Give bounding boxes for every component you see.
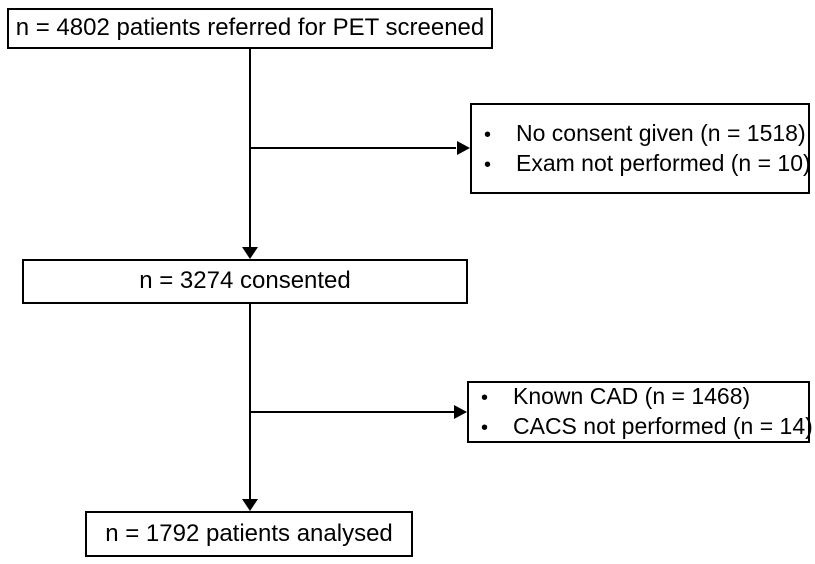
arrow-down-icon <box>242 499 258 511</box>
exclusion-top-item-label: Exam not performed (n = 10) <box>516 149 811 176</box>
exclusion-bottom-item-label: Known CAD (n = 1468) <box>513 383 751 409</box>
bullet-icon: • <box>481 417 489 439</box>
bullet-icon: • <box>481 387 489 409</box>
arrow-right-icon <box>454 405 467 419</box>
list-item: • No consent given (n = 1518) <box>472 119 808 149</box>
box-exclusion-top: • No consent given (n = 1518) • Exam not… <box>470 103 811 194</box>
list-item: • CACS not performed (n = 14) <box>469 412 813 442</box>
bullet-icon: • <box>484 153 492 176</box>
referred-label: n = 4802 patients referred for PET scree… <box>15 14 485 42</box>
box-referred: n = 4802 patients referred for PET scree… <box>7 8 493 49</box>
bullet-icon: • <box>484 123 492 146</box>
exclusion-bottom-item-label: CACS not performed (n = 14) <box>513 413 813 439</box>
exclusion-top-list: • No consent given (n = 1518) • Exam not… <box>472 119 811 179</box>
connector-branch-exclusion-top <box>250 147 456 149</box>
exclusion-top-item-label: No consent given (n = 1518) <box>516 119 806 146</box>
connector-branch-exclusion-bottom <box>250 411 454 413</box>
connector-consented-to-analysed <box>249 304 251 500</box>
box-exclusion-bottom: • Known CAD (n = 1468) • CACS not perfor… <box>467 381 813 443</box>
arrow-right-icon <box>457 141 470 155</box>
analysed-label: n = 1792 patients analysed <box>105 519 393 547</box>
list-item: • Exam not performed (n = 10) <box>472 149 811 179</box>
exclusion-bottom-list: • Known CAD (n = 1468) • CACS not perfor… <box>469 382 813 442</box>
box-consented: n = 3274 consented <box>22 259 468 304</box>
arrow-down-icon <box>242 247 258 259</box>
list-item: • Known CAD (n = 1468) <box>469 382 808 412</box>
box-analysed: n = 1792 patients analysed <box>85 511 413 557</box>
consented-label: n = 3274 consented <box>139 267 351 295</box>
